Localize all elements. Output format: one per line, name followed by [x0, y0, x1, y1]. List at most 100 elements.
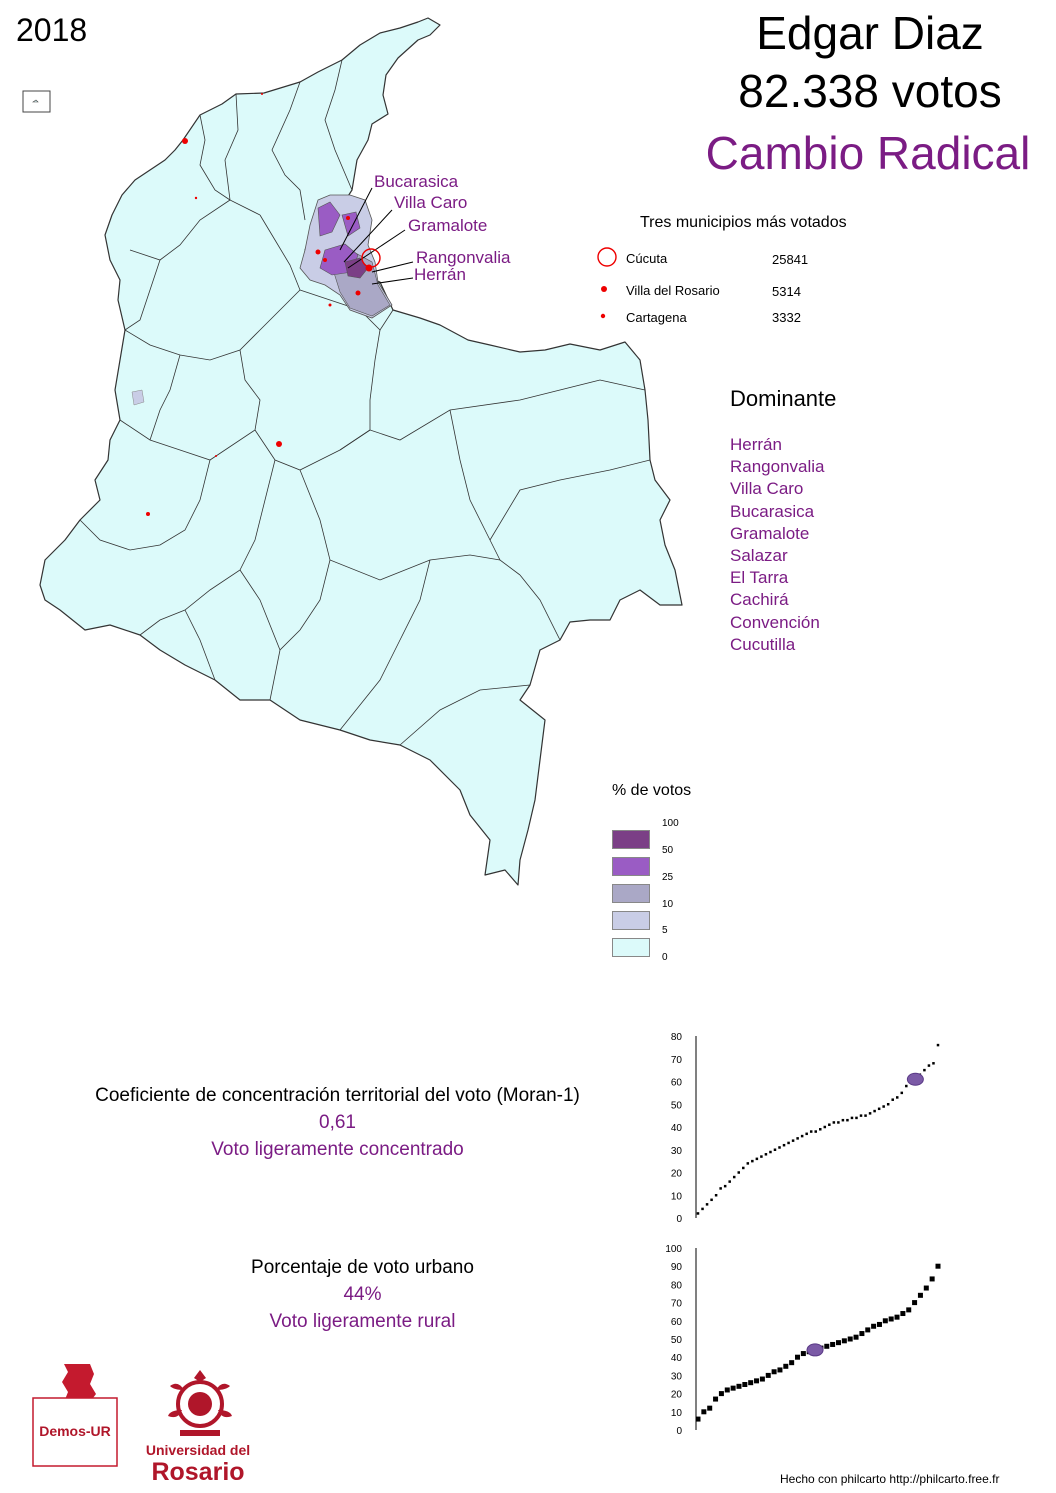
moran-value: 0,61	[319, 1112, 356, 1133]
legend-swatch	[612, 911, 650, 930]
credit-text: Hecho con philcarto http://philcarto.fre…	[780, 1472, 1000, 1486]
scatter-point	[929, 1276, 935, 1282]
scatter-point	[900, 1091, 904, 1095]
highlight-marker	[906, 1072, 924, 1086]
map-label-villa-caro: Villa Caro	[394, 193, 467, 212]
urban-block: Porcentaje de voto urbano 44% Voto liger…	[140, 1254, 585, 1335]
scatter-point	[853, 1334, 859, 1340]
scatter-point	[932, 1062, 935, 1065]
legend-break: 100	[662, 818, 679, 829]
dominant-title: Dominante	[730, 386, 837, 411]
scatter-point	[923, 1285, 929, 1291]
scatter-point	[888, 1316, 894, 1322]
scatter-point	[823, 1125, 827, 1129]
scatter-point	[773, 1148, 777, 1151]
scatter-point	[855, 1116, 858, 1120]
scatter-point	[742, 1382, 748, 1387]
scatter-point	[814, 1130, 817, 1133]
scatter-point	[894, 1314, 900, 1320]
scatter-point	[732, 1175, 736, 1179]
scatter-point	[736, 1383, 742, 1389]
y-tick-label: 10	[671, 1191, 683, 1202]
scatter-point	[748, 1380, 754, 1386]
demos-ur-logo: Demos-UR	[32, 1364, 118, 1467]
scatter-point	[850, 1116, 854, 1120]
urban-chart: 0 10 20 30 40 50 60 70 80 90 100	[665, 1244, 941, 1437]
y-tick-label: 30	[671, 1146, 683, 1157]
colombia-map: Bucarasica Villa Caro Gramalote Rangonva…	[22, 17, 683, 886]
scatter-point	[935, 1263, 941, 1269]
y-tick-label: 10	[671, 1408, 683, 1419]
scatter-point	[912, 1300, 918, 1306]
y-tick-label: 80	[671, 1032, 683, 1043]
scatter-point	[891, 1098, 894, 1101]
scatter-point	[771, 1369, 777, 1375]
dominant-list: Herrán Rangonvalia Villa Caro Bucarasica…	[730, 434, 825, 656]
scatter-point	[882, 1105, 885, 1108]
city-markers	[146, 93, 381, 516]
scatter-point	[724, 1387, 730, 1393]
y-tick-label: 70	[671, 1299, 683, 1310]
scatter-point	[835, 1340, 841, 1346]
legend-swatch	[612, 938, 650, 957]
scatter-point	[783, 1363, 789, 1369]
candidate-name: Edgar Diaz	[756, 7, 984, 59]
scatter-point	[871, 1323, 877, 1329]
top3-row-name: Cartagena	[626, 310, 687, 325]
year-label: 2018	[16, 12, 88, 48]
y-tick-label: 60	[671, 1078, 683, 1089]
dominant-item: Rangonvalia	[730, 457, 825, 477]
scatter-point	[846, 1118, 849, 1122]
legend-break: 25	[662, 872, 674, 883]
top3-row-value: 25841	[772, 252, 809, 267]
scatter-point	[777, 1367, 783, 1373]
urban-value: 44%	[343, 1284, 382, 1305]
top3-row-value: 3332	[772, 310, 801, 325]
country-outline	[39, 17, 683, 886]
scatter-point	[873, 1109, 876, 1113]
scatter-point	[864, 1114, 867, 1117]
map-label-bucarasica: Bucarasica	[374, 172, 459, 191]
moran-chart: 0 10 20 30 40 50 60 70 80	[671, 1032, 940, 1225]
scatter-point	[719, 1187, 722, 1190]
moran-title: Coeficiente de concentración territorial…	[95, 1085, 580, 1106]
scatter-point	[714, 1194, 718, 1197]
scatter-point	[868, 1112, 872, 1115]
scatter-point	[737, 1171, 741, 1174]
scatter-point	[876, 1321, 882, 1327]
top3-cartagena-symbol	[600, 313, 606, 319]
scatter-point	[782, 1143, 786, 1147]
dominant-item: Herrán	[730, 435, 782, 454]
scatter-point	[778, 1146, 781, 1149]
legend-swatch	[612, 884, 650, 903]
legend-swatch	[612, 830, 650, 849]
dominant-item: Bucarasica	[730, 501, 815, 521]
scatter-point	[900, 1311, 906, 1317]
scatter-point	[877, 1107, 881, 1111]
y-tick-label: 100	[665, 1244, 682, 1255]
scatter-point	[791, 1139, 795, 1142]
dominant-item: Villa Caro	[730, 479, 804, 499]
top3-villa-symbol	[601, 286, 607, 292]
scatter-point	[746, 1162, 750, 1165]
scatter-point	[841, 1118, 845, 1122]
scatter-point	[865, 1327, 871, 1333]
ur-logo-text: Universidad del	[145, 1442, 251, 1458]
y-tick-label: 50	[671, 1335, 683, 1346]
candidate-votes: 82.338 votos	[738, 65, 1002, 117]
legend-title: % de votos	[612, 782, 692, 799]
highlight-marker	[806, 1343, 824, 1357]
dominant-item: Gramalote	[730, 523, 810, 543]
scatter-point	[837, 1121, 840, 1124]
scatter-point	[819, 1128, 822, 1131]
scatter-point	[765, 1372, 771, 1378]
legend-break: 0	[662, 952, 668, 963]
dominant-item: Cachirá	[730, 590, 789, 610]
dominant-item: Salazar	[730, 546, 788, 566]
legend-break: 50	[662, 845, 674, 856]
scatter-point	[923, 1068, 926, 1072]
y-tick-label: 80	[671, 1280, 683, 1291]
scatter-point	[759, 1376, 765, 1382]
scatter-point	[905, 1084, 908, 1088]
scatter-point	[696, 1212, 700, 1215]
